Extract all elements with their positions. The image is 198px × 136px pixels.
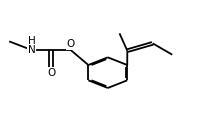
- Text: O: O: [67, 39, 75, 49]
- Text: N: N: [28, 45, 35, 55]
- Text: H: H: [28, 36, 35, 46]
- Text: O: O: [47, 68, 55, 78]
